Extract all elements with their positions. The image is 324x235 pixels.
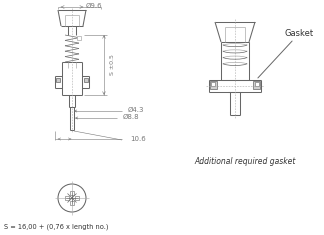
Text: Ø4.3: Ø4.3 bbox=[128, 107, 145, 113]
Bar bbox=[253, 81, 260, 89]
Bar bbox=[75, 196, 79, 200]
Bar bbox=[70, 201, 74, 205]
Bar bbox=[70, 191, 74, 195]
Text: S = 16,00 + (0,76 x length no.): S = 16,00 + (0,76 x length no.) bbox=[4, 224, 109, 230]
Text: Gasket: Gasket bbox=[284, 30, 314, 39]
Text: 10.6: 10.6 bbox=[130, 136, 146, 142]
Circle shape bbox=[58, 184, 86, 212]
Bar bbox=[65, 196, 69, 200]
Bar bbox=[211, 82, 215, 86]
Bar bbox=[56, 78, 60, 82]
Text: Ø8.8: Ø8.8 bbox=[123, 114, 140, 120]
Text: Ø9.6: Ø9.6 bbox=[86, 3, 102, 9]
Text: S ±0.5: S ±0.5 bbox=[110, 55, 114, 75]
Bar bbox=[255, 82, 259, 86]
Bar bbox=[210, 81, 217, 89]
Text: Additional required gasket: Additional required gasket bbox=[194, 157, 296, 167]
Bar bbox=[84, 78, 88, 82]
Bar bbox=[77, 36, 81, 40]
